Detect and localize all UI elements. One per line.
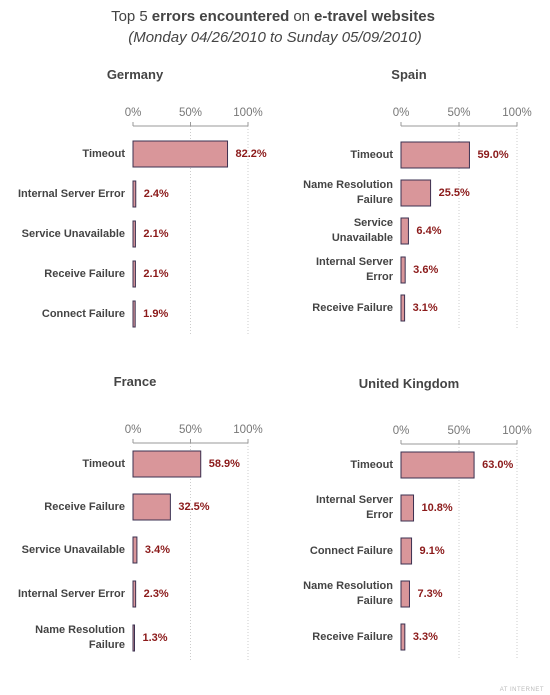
value-label: 3.3% [412,631,438,643]
category-label: Service Unavailable [331,217,393,244]
category-label: Timeout [82,457,125,470]
category-label: Receive Failure [312,301,393,314]
category-label: Receive Failure [44,267,125,280]
x-tick-label: 0% [124,107,142,119]
bar [132,536,138,564]
category-label: Connect Failure [41,307,125,320]
category-label: Connect Failure [309,544,393,557]
value-label: 6.4% [416,225,442,237]
value-label: 1.9% [143,308,169,320]
value-label: 58.9% [208,458,240,470]
value-label: 1.3% [142,632,168,644]
panel-title: United Kingdom [358,376,460,391]
value-label: 2.4% [143,188,169,200]
bar [132,260,136,288]
panel-title: Germany [106,67,164,82]
value-label: 2.1% [143,268,169,280]
panel-title: France [113,374,157,389]
value-label: 10.8% [421,502,453,514]
category-label: Internal Server Error [315,256,393,283]
bar [132,140,229,168]
bar [132,493,171,521]
title-part: Top 5 [111,8,148,25]
chart-title: Top 5 errors encountered on e-travel websit… [0,8,550,25]
logo: AT INTERNET [499,687,544,693]
bar [132,580,137,608]
category-label: Timeout [350,148,393,161]
x-tick-label: 0% [392,107,410,119]
value-label: 3.4% [144,544,170,556]
category-label: Name Resolution Failure [303,580,393,607]
x-tick-label: 50% [447,107,471,119]
category-label: Service Unavailable [21,543,125,556]
x-tick-label: 50% [178,107,203,119]
panel-title: Spain [391,67,427,82]
x-tick-label: 50% [178,424,203,436]
category-label: Internal Server Error [18,587,125,600]
bar [400,623,406,651]
category-label: Timeout [82,147,125,160]
x-tick-label: 50% [447,425,471,437]
value-label: 2.3% [143,588,169,600]
category-label: Timeout [350,458,393,471]
bar [400,179,432,207]
value-label: 9.1% [419,545,445,557]
value-label: 7.3% [417,588,443,600]
bar [132,450,202,478]
category-label: Receive Failure [44,500,125,513]
value-label: 63.0% [482,459,514,471]
bar [132,624,135,652]
category-label: Internal Server Error [315,494,393,521]
title-part: errors encountered [151,8,290,25]
bar [400,451,475,479]
bar [400,537,413,565]
category-label: Receive Failure [312,630,393,643]
value-label: 32.5% [178,501,210,513]
value-label: 3.1% [412,302,438,314]
value-label: 25.5% [438,187,470,199]
x-tick-label: 100% [502,107,532,119]
category-label: Internal Server Error [18,187,125,200]
bar [132,220,136,248]
category-label: Name Resolution Failure [303,179,393,206]
title-part: e-travel websites [314,8,435,25]
bar [400,256,406,284]
value-label: 82.2% [235,148,267,160]
chart-subtitle: (Monday 04/26/2010 to Sunday 05/09/2010) [128,29,422,46]
value-label: 2.1% [143,228,169,240]
bar [400,580,410,608]
value-label: 59.0% [477,149,509,161]
value-label: 3.6% [413,264,439,276]
title-part: on [293,8,311,25]
bar [132,300,136,328]
category-label: Name Resolution Failure [35,624,125,651]
x-tick-label: 0% [392,425,410,437]
x-tick-label: 0% [124,424,142,436]
x-tick-label: 100% [502,425,532,437]
x-tick-label: 100% [233,424,263,436]
bar [400,494,415,522]
x-tick-label: 100% [233,107,263,119]
category-label: Service Unavailable [21,227,125,240]
bar [400,217,409,245]
bar [400,141,470,169]
bar [132,180,137,208]
bar [400,294,406,322]
